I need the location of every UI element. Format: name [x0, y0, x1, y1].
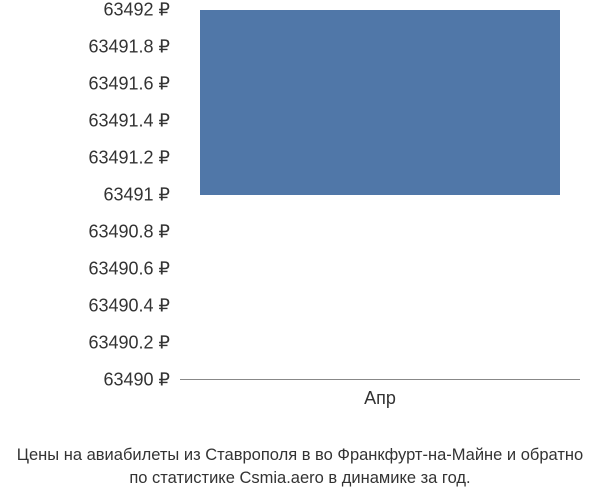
y-tick-label: 63492 ₽ [103, 0, 170, 21]
x-tick-label: Апр [364, 388, 396, 409]
y-tick-label: 63491.6 ₽ [88, 74, 170, 95]
y-tick-label: 63491.2 ₽ [88, 148, 170, 169]
caption-line-2: по статистике Csmia.aero в динамике за г… [0, 467, 600, 490]
y-tick-label: 63490.2 ₽ [88, 333, 170, 354]
chart-caption: Цены на авиабилеты из Ставрополя в во Фр… [0, 444, 600, 490]
y-tick-label: 63490.8 ₽ [88, 222, 170, 243]
y-tick-label: 63490.4 ₽ [88, 296, 170, 317]
plot-area [180, 10, 580, 380]
price-chart: 63492 ₽ 63491.8 ₽ 63491.6 ₽ 63491.4 ₽ 63491.… [0, 0, 600, 500]
y-tick-label: 63491.8 ₽ [88, 37, 170, 58]
y-tick-label: 63490.6 ₽ [88, 259, 170, 280]
caption-line-1: Цены на авиабилеты из Ставрополя в во Фр… [0, 444, 600, 467]
y-tick-label: 63491.4 ₽ [88, 111, 170, 132]
y-tick-label: 63490 ₽ [103, 370, 170, 391]
y-tick-label: 63491 ₽ [103, 185, 170, 206]
bar [200, 10, 560, 195]
